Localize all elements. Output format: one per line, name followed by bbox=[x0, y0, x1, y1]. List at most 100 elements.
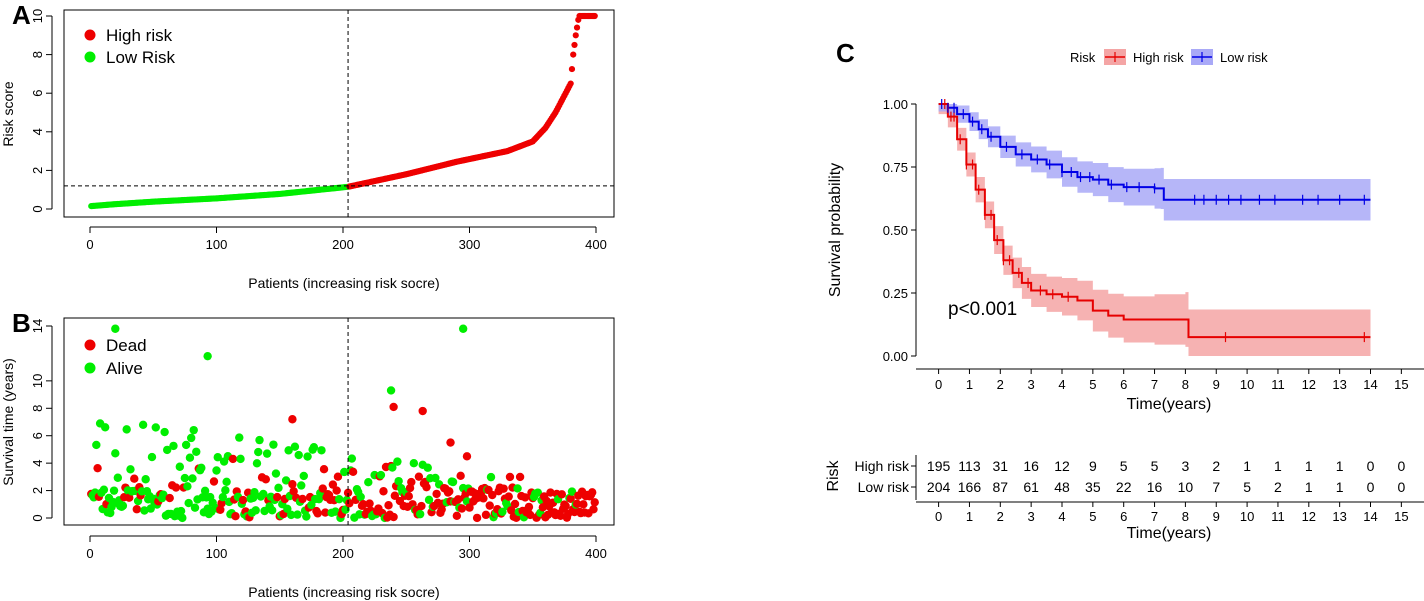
x-axis-label-b: Patients (increasing risk socre) bbox=[248, 584, 439, 600]
legend-low-risk-marker bbox=[84, 51, 96, 63]
survival-point bbox=[212, 466, 221, 475]
x-tick-label-b: 200 bbox=[332, 546, 354, 561]
legend-low-risk-c: Low risk bbox=[1220, 50, 1268, 65]
survival-point bbox=[515, 472, 525, 482]
risk-score-point bbox=[567, 80, 574, 87]
risk-score-point bbox=[573, 24, 581, 31]
survival-point bbox=[288, 415, 297, 424]
survival-point bbox=[347, 454, 357, 463]
risk-table-count: 5 bbox=[1120, 458, 1128, 474]
y-tick-label-c: 1.00 bbox=[883, 97, 908, 112]
survival-point bbox=[448, 477, 458, 487]
risk-table-x-tick-label: 8 bbox=[1182, 509, 1189, 524]
risk-table-count: 16 bbox=[1023, 458, 1039, 474]
x-tick-label-b: 400 bbox=[585, 546, 607, 561]
risk-table-count: 1 bbox=[1336, 479, 1344, 495]
survival-point bbox=[445, 487, 454, 496]
survival-point bbox=[507, 506, 516, 515]
survival-point bbox=[185, 453, 195, 462]
survival-point bbox=[286, 510, 296, 520]
risk-table-x-tick-label: 13 bbox=[1332, 509, 1346, 524]
risk-table-count: 5 bbox=[1243, 479, 1251, 495]
survival-point bbox=[190, 503, 200, 512]
axes-b: 0 100 200 300 400 0 2 4 6 8 10 14 bbox=[30, 319, 607, 561]
survival-point bbox=[255, 435, 264, 445]
survival-point bbox=[192, 447, 201, 456]
survival-point bbox=[513, 484, 522, 493]
survival-point bbox=[93, 463, 102, 473]
survival-point bbox=[452, 511, 462, 521]
axes-a: 0 100 200 300 400 0 2 4 6 8 10 bbox=[30, 9, 607, 252]
survival-point bbox=[505, 472, 515, 482]
risk-score-point bbox=[591, 12, 598, 20]
survival-point bbox=[111, 449, 120, 458]
survival-point bbox=[178, 513, 187, 523]
survival-point bbox=[189, 425, 198, 435]
survival-point bbox=[288, 480, 297, 489]
low-risk-ci-band bbox=[938, 104, 1371, 233]
risk-table-x-tick-label: 0 bbox=[935, 509, 942, 524]
panel-a: A 0 100 200 300 400 0 2 4 6 8 10 High risk Low Ris… bbox=[0, 0, 615, 291]
legend-high-risk-c: High risk bbox=[1133, 50, 1184, 65]
risk-table-count: 204 bbox=[927, 479, 951, 495]
survival-point bbox=[269, 440, 278, 449]
risk-table-count: 5 bbox=[1151, 458, 1159, 474]
survival-point bbox=[567, 487, 577, 496]
survival-point bbox=[317, 446, 326, 455]
x-tick-label-c: 5 bbox=[1089, 377, 1096, 392]
x-tick-label-c: 13 bbox=[1332, 377, 1346, 392]
survival-point bbox=[345, 499, 354, 508]
survival-point bbox=[309, 443, 319, 452]
survival-point bbox=[423, 463, 432, 472]
risk-table-x-tick-label: 14 bbox=[1363, 509, 1377, 524]
survival-point bbox=[203, 351, 212, 361]
y-axis-label-b: Survival time (years) bbox=[0, 358, 16, 486]
survival-point bbox=[259, 489, 268, 499]
survival-point bbox=[184, 498, 193, 508]
survival-point bbox=[261, 475, 271, 484]
legend-c: Risk High risk Low risk bbox=[1070, 49, 1268, 65]
survival-point bbox=[556, 511, 565, 521]
survival-point bbox=[250, 488, 259, 497]
risk-table-count: 7 bbox=[1212, 479, 1220, 495]
survival-point bbox=[365, 499, 374, 508]
risk-table-count: 195 bbox=[927, 458, 951, 474]
survival-point bbox=[147, 452, 157, 462]
survival-point bbox=[407, 477, 416, 487]
survival-point bbox=[297, 481, 306, 490]
y-tick-label-b: 4 bbox=[30, 460, 45, 467]
y-tick-label-c: 0.75 bbox=[883, 160, 908, 175]
x-tick-label-c: 11 bbox=[1271, 377, 1285, 392]
survival-point bbox=[415, 509, 425, 519]
survival-point bbox=[175, 462, 185, 471]
survival-point bbox=[274, 483, 283, 493]
survival-point bbox=[209, 477, 219, 486]
survival-point bbox=[590, 498, 599, 507]
risk-table-count: 22 bbox=[1116, 479, 1132, 495]
survival-point bbox=[343, 488, 353, 498]
risk-table-count: 1 bbox=[1305, 458, 1313, 474]
survival-point bbox=[589, 505, 598, 514]
risk-table-count: 0 bbox=[1397, 458, 1405, 474]
risk-table-x-tick-label: 2 bbox=[997, 509, 1004, 524]
survival-point bbox=[183, 482, 192, 491]
survival-point bbox=[262, 449, 272, 458]
survival-point bbox=[446, 438, 455, 447]
survival-point bbox=[409, 459, 419, 468]
survival-point bbox=[462, 452, 472, 461]
survival-point bbox=[561, 501, 570, 511]
survival-point bbox=[188, 474, 197, 483]
risk-table-count: 31 bbox=[993, 458, 1009, 474]
risk-table-count: 3 bbox=[1182, 458, 1190, 474]
plot-frame-b bbox=[63, 317, 615, 526]
risk-table-count: 1 bbox=[1274, 458, 1282, 474]
y-tick-label-b: 8 bbox=[30, 405, 45, 412]
risk-table-count: 1 bbox=[1243, 458, 1251, 474]
survival-point bbox=[332, 486, 341, 495]
survival-point bbox=[588, 488, 597, 497]
plot-frame-a bbox=[63, 9, 615, 218]
high-risk-curve bbox=[938, 103, 1371, 339]
survival-point bbox=[140, 506, 149, 515]
cutoff-lines-a bbox=[64, 10, 614, 217]
